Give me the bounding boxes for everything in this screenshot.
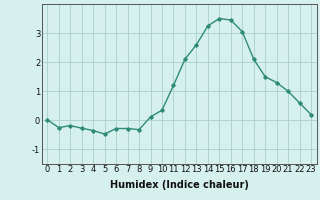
X-axis label: Humidex (Indice chaleur): Humidex (Indice chaleur): [110, 180, 249, 190]
